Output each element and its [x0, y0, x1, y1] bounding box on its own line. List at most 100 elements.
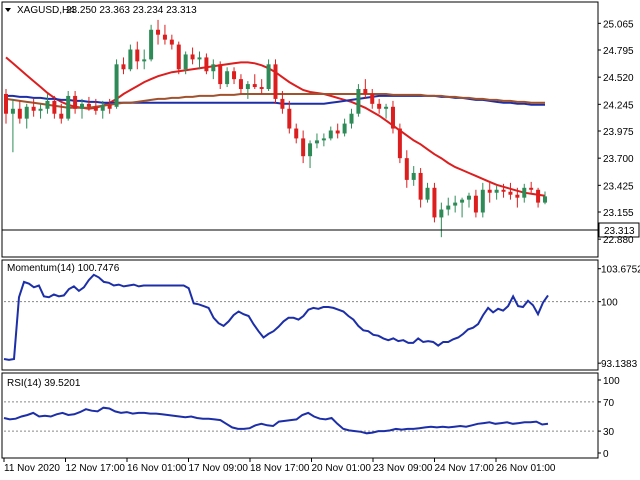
candle-body	[543, 196, 547, 203]
candle-body	[363, 89, 368, 94]
candle-body	[314, 140, 319, 144]
candle-body	[252, 84, 257, 88]
price-tick-label: 24.795	[603, 46, 634, 57]
main-pane-border	[1, 1, 599, 258]
candle-body	[238, 79, 243, 90]
dropdown-triangle-icon[interactable]	[5, 8, 11, 12]
candle-body	[135, 49, 140, 62]
candle-body	[225, 71, 230, 85]
price-tick-label: 23.425	[603, 181, 634, 192]
candle-body	[446, 205, 451, 210]
candle-body	[522, 187, 527, 198]
momentum-pane-border	[1, 259, 599, 371]
candle-body	[45, 100, 50, 109]
candle-body	[66, 95, 71, 119]
candle-body	[100, 104, 105, 111]
time-axis: 11 Nov 2020 12 Nov 17:00 16 Nov 01:00 17 No…	[3, 458, 556, 474]
momentum-pane	[3, 273, 596, 361]
candle-body	[501, 189, 506, 192]
momentum-tick-label: 103.6752	[601, 265, 640, 276]
candle-body	[411, 172, 416, 180]
time-tick-label: 18 Nov 17:00	[250, 463, 310, 474]
candle-body	[38, 108, 43, 111]
momentum-tick-label: 100	[601, 298, 618, 309]
candle-body	[321, 138, 326, 141]
candle-body	[232, 71, 237, 80]
time-tick-label: 23 Nov 09:00	[373, 463, 433, 474]
rsi-line	[3, 406, 549, 435]
candle-body	[529, 187, 534, 190]
candle-body	[377, 103, 382, 109]
candle-body	[114, 64, 119, 107]
momentum-line	[3, 273, 549, 361]
candle-body	[93, 106, 98, 111]
candle-body	[86, 103, 91, 107]
time-tick-label: 11 Nov 2020	[4, 463, 60, 474]
candle-body	[259, 87, 264, 90]
candle-body	[335, 130, 340, 134]
candle-body	[404, 158, 409, 180]
candle-body	[121, 64, 126, 70]
candle-body	[52, 100, 57, 114]
candle-body	[31, 106, 36, 111]
time-tick-label: 17 Nov 09:00	[189, 463, 249, 474]
candle-body	[273, 64, 278, 99]
candle-body	[183, 54, 188, 70]
rsi-tick-label: 100	[603, 376, 620, 387]
header-symbol: XAGUSD,H4	[17, 5, 75, 16]
candle-body	[162, 34, 167, 40]
candle-body	[73, 95, 78, 109]
main-price-pane	[2, 19, 598, 238]
candle-body	[197, 57, 202, 60]
candle-body	[10, 108, 15, 114]
candle-body	[156, 29, 161, 35]
candle-body	[473, 195, 478, 213]
rsi-pane	[3, 401, 596, 435]
candle-body	[515, 194, 520, 198]
price-tick-label: 22.880	[603, 235, 634, 246]
candle-body	[349, 113, 354, 124]
candle-body	[80, 103, 85, 109]
rsi-tick-label: 70	[603, 398, 615, 409]
candle-body	[176, 44, 181, 70]
candle-body	[294, 128, 299, 139]
candle-body	[245, 84, 250, 90]
candle-body	[460, 199, 465, 203]
rsi-pane-border	[1, 372, 599, 459]
candle-body	[149, 29, 154, 60]
header-ohlc: 23.250 23.363 23.234 23.313	[66, 5, 197, 16]
candle-body	[128, 49, 133, 70]
candle-body	[432, 187, 437, 218]
candle-body	[107, 104, 112, 109]
price-tick-label: 24.245	[603, 100, 634, 111]
rsi-tick-label: 30	[603, 427, 615, 438]
candle-body	[342, 123, 347, 134]
candle-body	[384, 106, 389, 109]
candle-body	[17, 108, 22, 119]
candle-body	[356, 89, 361, 114]
candle-body	[487, 189, 492, 193]
candle-body	[418, 172, 423, 200]
candle-body	[328, 130, 333, 139]
candle-body	[439, 209, 444, 218]
candle-body	[287, 108, 292, 129]
time-tick-label: 12 Nov 17:00	[66, 463, 126, 474]
candle-body	[24, 106, 29, 119]
candle-body	[480, 189, 485, 213]
candle-body	[390, 106, 395, 129]
price-tick-label: 23.700	[603, 154, 634, 165]
rsi-tick-label: 0	[603, 449, 609, 460]
candle-body	[218, 64, 223, 85]
candle-body	[301, 138, 306, 157]
candle-body	[266, 64, 271, 90]
candle-body	[425, 187, 430, 200]
candle-body	[211, 64, 216, 72]
candle-body	[169, 39, 174, 45]
time-tick-label: 16 Nov 01:00	[127, 463, 187, 474]
time-tick-label: 26 Nov 01:00	[496, 463, 556, 474]
candle-body	[494, 189, 499, 193]
momentum-tick-label: 93.1383	[601, 359, 638, 370]
price-tick-label: 25.065	[603, 19, 634, 30]
